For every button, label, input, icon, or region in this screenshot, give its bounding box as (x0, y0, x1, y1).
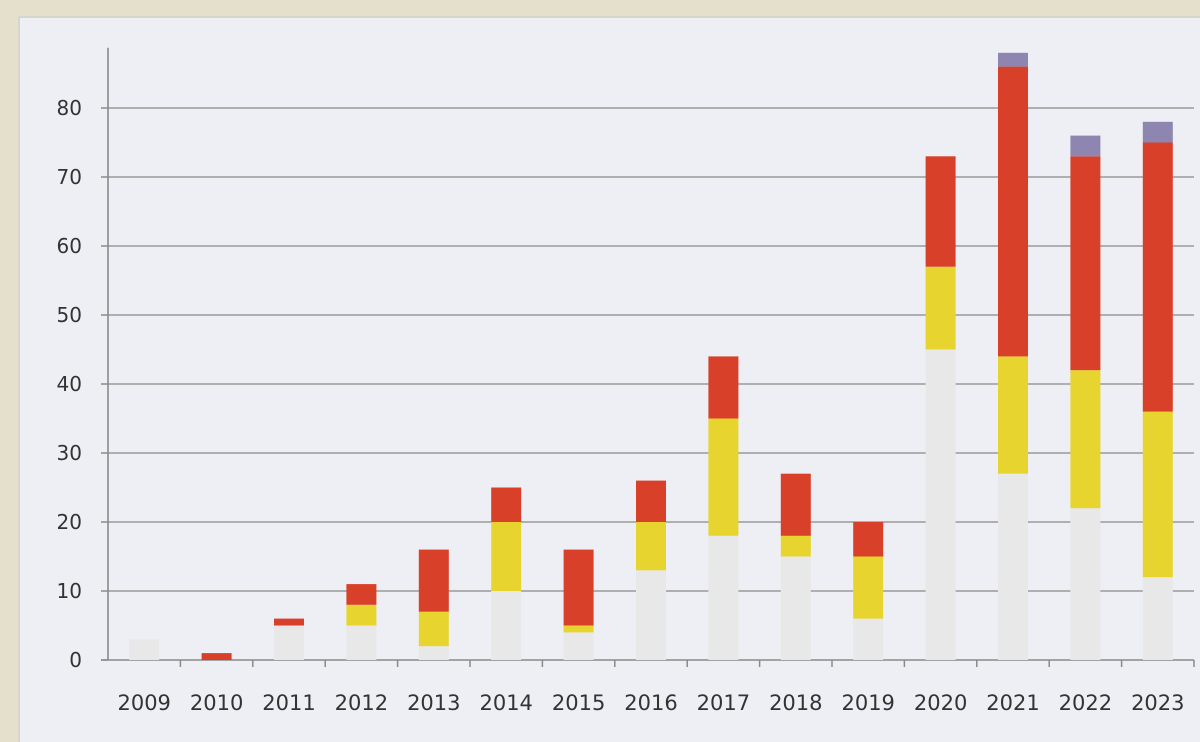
y-tick-label: 10 (57, 579, 82, 603)
bar-segment-2019-s2 (853, 556, 884, 619)
bar-segment-2013-s1 (418, 646, 449, 660)
x-tick-label: 2009 (117, 691, 170, 715)
x-tick-label: 2021 (986, 691, 1039, 715)
y-tick-label: 60 (57, 234, 82, 258)
bar-segment-2023-s3 (1142, 142, 1173, 412)
y-tick-label: 40 (57, 372, 82, 396)
bar-segment-2019-s1 (853, 618, 884, 660)
bar-segment-2017-s2 (708, 418, 739, 536)
bar-segment-2021-s2 (998, 356, 1028, 474)
bar-segment-2013-s2 (418, 611, 449, 647)
bar-segment-2013-s3 (418, 549, 449, 612)
bar-segment-2022-s2 (1070, 370, 1101, 509)
y-tick-label: 30 (57, 441, 82, 465)
x-tick-label: 2012 (335, 691, 388, 715)
bar-segment-2014-s3 (491, 487, 522, 522)
bar-segment-2023-s2 (1142, 411, 1173, 578)
y-tick-label: 0 (69, 648, 82, 672)
bar-segment-2011-s3 (274, 618, 304, 626)
bar-segment-2017-s1 (708, 535, 739, 660)
gridlines (108, 107, 1194, 592)
y-tick-label: 50 (57, 303, 82, 327)
bar-segment-2022-s1 (1070, 508, 1101, 660)
x-tick-label: 2015 (552, 691, 605, 715)
y-tick-label: 70 (57, 165, 82, 189)
bar-segment-2021-s4 (998, 52, 1028, 67)
x-tick-label: 2020 (914, 691, 967, 715)
x-tick-label: 2019 (841, 691, 894, 715)
bar-segment-2016-s3 (636, 480, 666, 522)
bar-segment-2015-s3 (563, 549, 594, 626)
bar-segment-2009-s1 (129, 639, 160, 660)
bar-segment-2021-s3 (998, 66, 1028, 357)
bar-segment-2023-s1 (1142, 577, 1173, 660)
x-axis-tick-labels: 2009 2010 2011 2012 2013 2014 2015 2016 2017 2018… (117, 691, 1184, 715)
bar-segment-2010-s3 (201, 653, 232, 660)
x-tick-label: 2018 (769, 691, 822, 715)
x-tick-label: 2014 (479, 691, 532, 715)
x-tick-label: 2010 (190, 691, 243, 715)
x-tick-label: 2013 (407, 691, 460, 715)
bar-segment-2018-s2 (780, 535, 811, 557)
bar-segment-2014-s1 (491, 591, 522, 660)
bar-segment-2016-s1 (636, 570, 666, 660)
x-tick-label: 2017 (697, 691, 750, 715)
x-tick-label: 2023 (1131, 691, 1184, 715)
y-tick-label: 80 (57, 96, 82, 120)
bar-segment-2011-s1 (274, 625, 304, 660)
chart-panel: 0 10 20 30 40 50 60 70 80 2009 2010 2011 2012 2013 20… (18, 16, 1200, 742)
bar-segment-2012-s2 (346, 604, 377, 626)
x-tick-label: 2022 (1059, 691, 1112, 715)
bar-segment-2016-s2 (636, 522, 666, 571)
bar-segment-2015-s2 (563, 625, 594, 633)
bars (129, 52, 1173, 660)
bar-segment-2012-s1 (346, 625, 377, 660)
bar-segment-2022-s3 (1070, 156, 1101, 371)
y-axis-tick-labels: 0 10 20 30 40 50 60 70 80 (57, 96, 82, 672)
bar-segment-2015-s1 (563, 632, 594, 660)
x-tick-label: 2011 (262, 691, 315, 715)
y-tick-label: 20 (57, 510, 82, 534)
bar-segment-2021-s1 (998, 473, 1028, 660)
bar-segment-2023-s4 (1142, 121, 1173, 143)
bar-segment-2018-s1 (780, 556, 811, 660)
bar-segment-2017-s3 (708, 356, 739, 419)
bar-segment-2012-s3 (346, 584, 377, 605)
bar-segment-2018-s3 (780, 473, 811, 536)
bar-segment-2020-s1 (925, 349, 956, 660)
x-tick-label: 2016 (624, 691, 677, 715)
bar-segment-2020-s3 (925, 156, 956, 267)
bar-segment-2022-s4 (1070, 135, 1101, 157)
bar-segment-2014-s2 (491, 522, 522, 591)
bar-segment-2019-s3 (853, 522, 884, 557)
bar-segment-2020-s2 (925, 266, 956, 350)
